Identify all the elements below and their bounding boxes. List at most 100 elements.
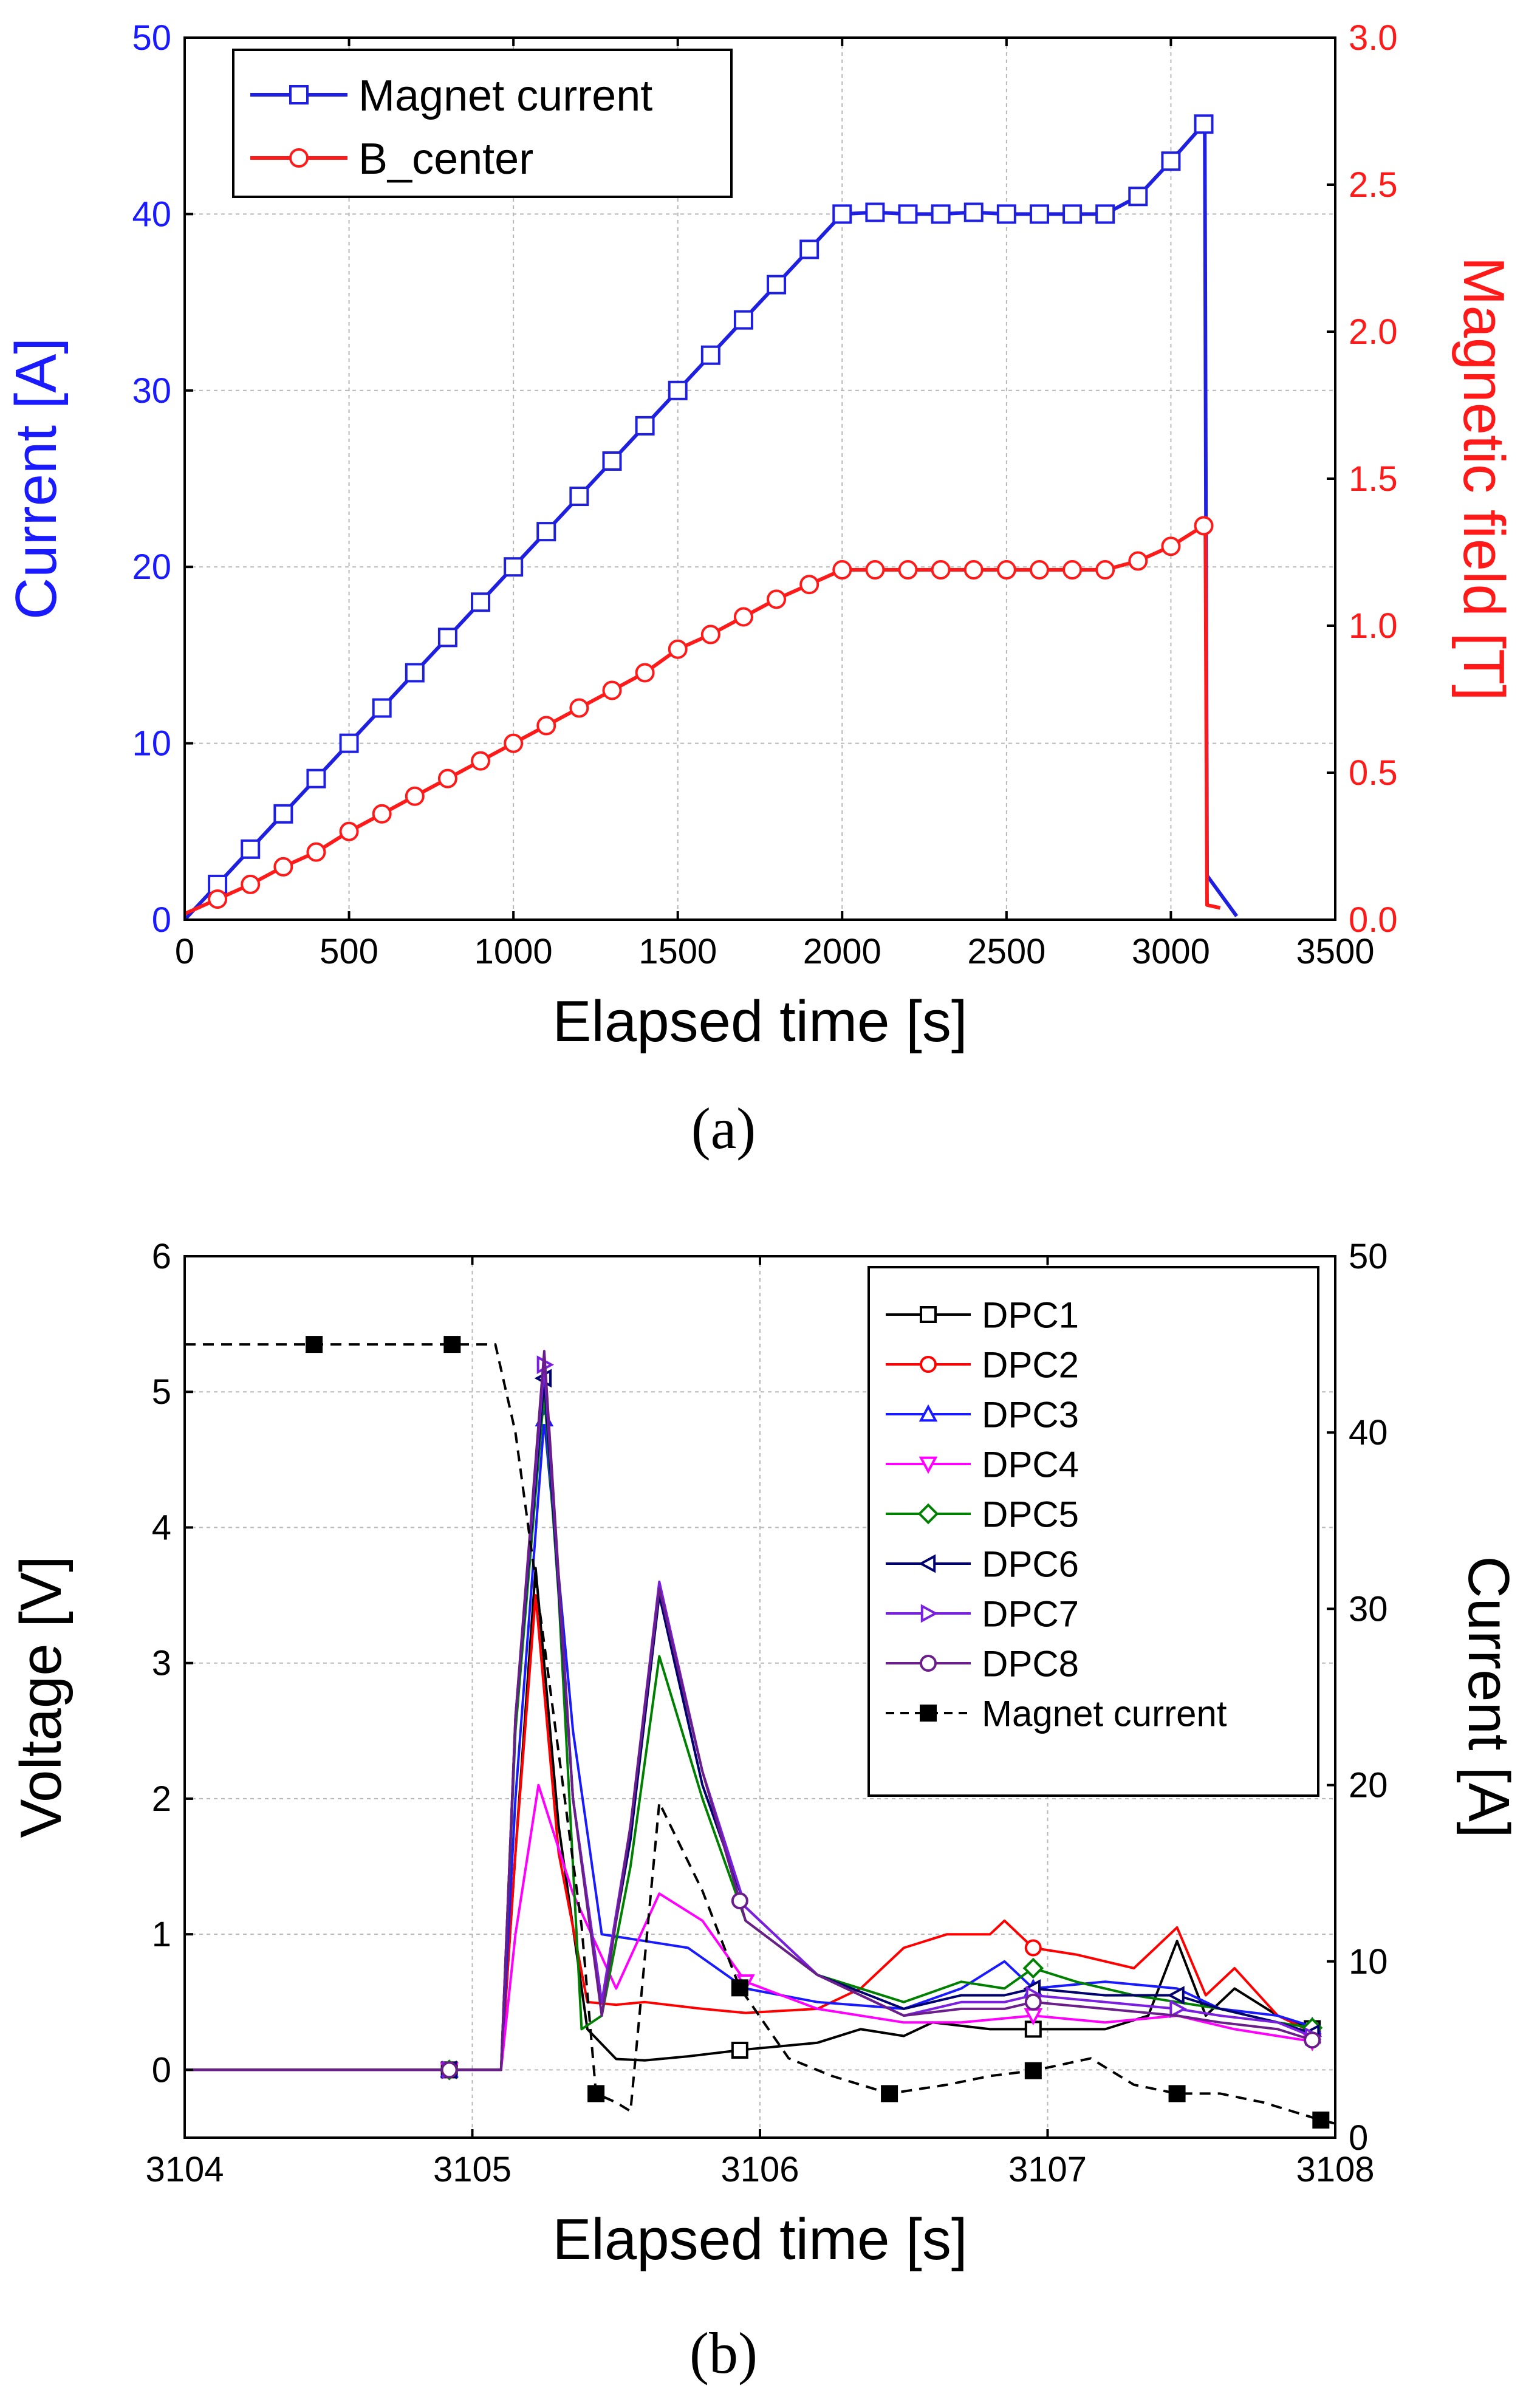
y2-tick-label: 2.5	[1349, 165, 1398, 205]
data-point-b-center	[865, 560, 885, 580]
legend-item-dpc8: DPC8	[886, 1644, 1079, 1685]
data-point-dpc2	[1024, 1939, 1042, 1957]
data-point-b-center	[536, 716, 556, 736]
legend-box	[867, 1266, 1319, 1797]
series-b-center	[183, 516, 1221, 916]
data-point-dpc7	[1169, 1999, 1187, 2019]
series-dpc4	[185, 1784, 1322, 2080]
panel-a: 0 500 1000 1500 2000 2500 3000 3500010203040500…	[4, 18, 1516, 1161]
legend-marker	[918, 1554, 936, 1573]
data-point-b-center	[602, 680, 622, 700]
data-point-magnet-current	[1024, 2062, 1042, 2079]
panel-caption: (a)	[691, 1096, 756, 1161]
data-point-magnet-current	[635, 416, 655, 436]
y2-tick-label: 50	[1349, 1237, 1388, 1276]
legend-marker	[919, 1404, 938, 1422]
legend-label: DPC6	[982, 1544, 1079, 1585]
data-point-magnet-current	[1168, 2085, 1186, 2102]
panel-caption: (b)	[689, 2321, 758, 2386]
data-point-magnet-current	[733, 310, 753, 330]
y-tick-label: 5	[152, 1372, 171, 1412]
data-point-b-center	[963, 560, 984, 580]
legend-label: DPC1	[982, 1295, 1079, 1336]
data-point-magnet-current	[1161, 151, 1181, 171]
legend-marker	[920, 1705, 937, 1722]
data-point-magnet-current	[832, 204, 852, 224]
legend-item-dpc5: DPC5	[886, 1494, 1079, 1535]
y2-tick-label: 10	[1349, 1942, 1388, 1982]
series-line-dpc1	[185, 1567, 1322, 2071]
x-tick-label: 3500	[1296, 932, 1374, 971]
y-tick-label: 10	[132, 724, 171, 764]
data-point-b-center	[898, 560, 918, 580]
series-dpc8	[185, 1350, 1321, 2079]
series-line-dpc8	[185, 1350, 1321, 2071]
y-tick-label: 1	[152, 1915, 171, 1954]
data-point-dpc8	[440, 2061, 458, 2079]
data-point-b-center	[471, 751, 491, 771]
y2-axis-title: Current [A]	[1456, 1556, 1521, 1838]
data-point-magnet-current	[569, 487, 589, 507]
data-point-b-center	[1029, 560, 1049, 580]
data-point-magnet-current	[587, 2085, 605, 2102]
legend-item-magnet-current: Magnet current	[886, 1694, 1227, 1734]
y2-tick-label: 1.5	[1349, 459, 1398, 499]
x-tick-label: 1000	[474, 932, 553, 971]
data-point-b-center	[799, 575, 819, 595]
panel-b: 3104 3105 3106 3107 3108012345601020304050El…	[9, 1237, 1521, 2386]
y-axis-right: 0 10 20 30 40 50	[1327, 1237, 1388, 2158]
data-point-magnet-current	[1029, 204, 1049, 224]
y-tick-label: 3	[152, 1644, 171, 1683]
legend-item-magnet-current: Magnet current	[250, 72, 652, 120]
legend-label: Magnet current	[358, 72, 652, 120]
data-point-magnet-current	[443, 1336, 461, 1353]
legend-marker	[919, 1456, 938, 1474]
x-tick-label: 3108	[1296, 2150, 1374, 2189]
legend-item-dpc7: DPC7	[886, 1594, 1079, 1635]
data-point-b-center	[241, 874, 261, 894]
series-magnet-current	[183, 114, 1239, 922]
y2-tick-label: 2.0	[1349, 312, 1398, 352]
data-point-magnet-current	[536, 522, 556, 542]
legend-label: Magnet current	[982, 1694, 1227, 1734]
data-point-b-center	[405, 786, 425, 806]
y2-tick-label: 20	[1349, 1766, 1388, 1805]
data-point-magnet-current	[1194, 114, 1214, 134]
legend-item-dpc1: DPC1	[886, 1295, 1079, 1336]
data-point-magnet-current	[339, 733, 359, 753]
y-axis-title: Voltage [V]	[9, 1556, 74, 1838]
data-point-magnet-current	[602, 451, 622, 471]
legend-label: DPC7	[982, 1594, 1079, 1635]
data-point-b-center	[1194, 516, 1214, 536]
legend-marker	[920, 1356, 937, 1373]
data-point-magnet-current	[372, 698, 392, 718]
data-point-dpc8	[731, 1892, 748, 1910]
x-axis-title: Elapsed time [s]	[553, 2207, 968, 2272]
x-tick-label: 2500	[967, 932, 1045, 971]
data-point-magnet-current	[241, 839, 261, 859]
data-point-magnet-current	[306, 1336, 323, 1353]
data-point-b-center	[437, 768, 457, 788]
series-magnet-current	[185, 1336, 1336, 2129]
y-tick-label: 4	[152, 1508, 171, 1547]
data-point-magnet-current	[865, 202, 885, 222]
legend-item-dpc3: DPC3	[886, 1395, 1079, 1435]
data-point-b-center	[1128, 551, 1148, 571]
data-point-b-center	[1095, 560, 1115, 580]
y-tick-label: 30	[132, 371, 171, 411]
legend-label: DPC8	[982, 1644, 1079, 1685]
data-point-b-center	[733, 607, 753, 627]
x-tick-label: 0	[175, 932, 194, 971]
legend: Magnet current B_center	[232, 49, 733, 198]
y-tick-label: 40	[132, 194, 171, 234]
y2-tick-label: 0.0	[1349, 900, 1398, 940]
data-point-b-center	[635, 663, 655, 683]
y-tick-label: 0	[152, 2050, 171, 2090]
legend-label: DPC3	[982, 1395, 1079, 1435]
y-axis-right: 0.0 0.5 1.0 1.5 2.0 2.5 3.0	[1327, 18, 1398, 940]
legend-marker	[920, 1655, 937, 1672]
data-point-b-center	[996, 560, 1016, 580]
data-point-magnet-current	[996, 204, 1016, 224]
data-point-b-center	[504, 733, 524, 753]
legend-box	[232, 49, 733, 198]
